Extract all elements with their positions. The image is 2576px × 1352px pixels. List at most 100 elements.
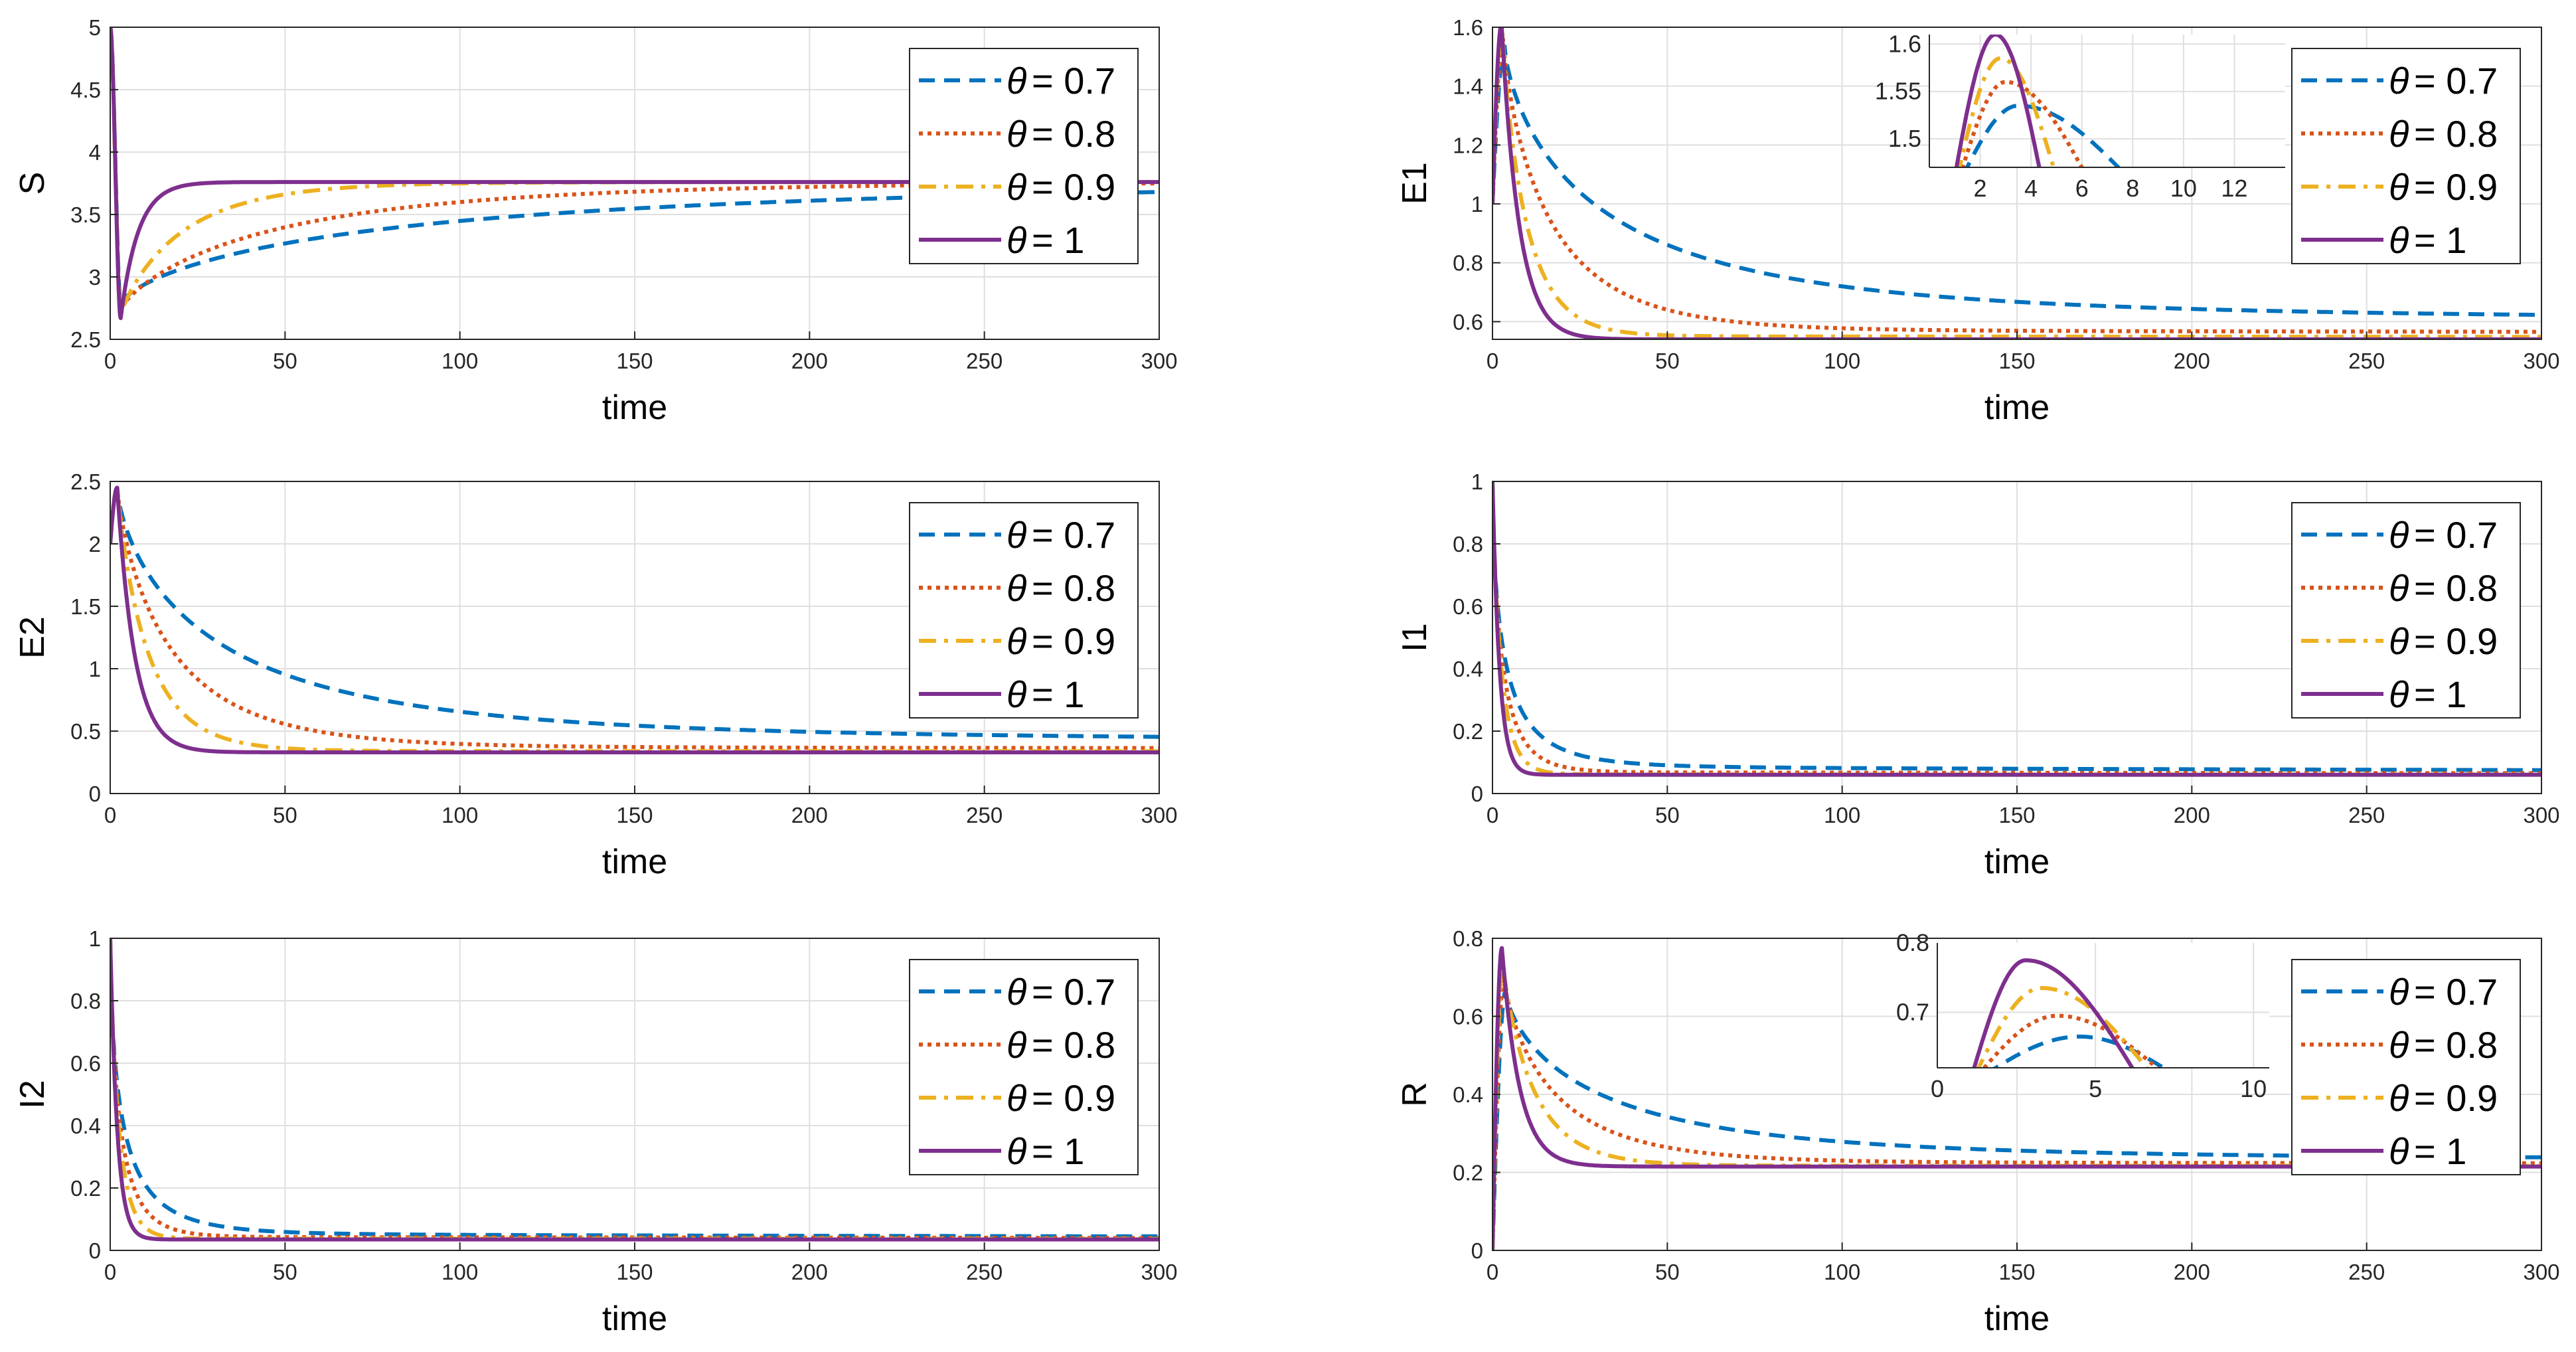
y-tick-label: 0.2 <box>1453 719 1483 744</box>
legend-symbol: θ <box>1006 60 1026 102</box>
legend-symbol: θ <box>2389 514 2409 556</box>
y-tick-label: 5 <box>89 15 101 40</box>
legend-label: = 0.8 <box>2414 567 2498 609</box>
inset-x-tick-label: 8 <box>2126 175 2139 202</box>
legend-label: = 0.9 <box>1032 620 1115 662</box>
x-tick-label: 250 <box>2348 1260 2385 1284</box>
legend-symbol: θ <box>2389 113 2409 155</box>
legend-label: = 1 <box>1032 1130 1084 1172</box>
x-tick-label: 0 <box>1487 803 1498 827</box>
inset-line-3 <box>1954 35 2042 167</box>
legend-box <box>909 502 1139 718</box>
legend-label: = 0.7 <box>2414 60 2498 102</box>
inset-line-0 <box>1992 1035 2168 1068</box>
x-tick-label: 150 <box>1998 803 2035 827</box>
series-line-3 <box>110 485 1159 754</box>
x-tick-label: 0 <box>1487 1260 1498 1284</box>
y-tick-label: 0 <box>89 782 101 806</box>
y-tick-label: 0.8 <box>70 989 101 1013</box>
legend-box <box>909 48 1139 264</box>
legend-label: = 1 <box>2414 673 2466 715</box>
legend-box <box>2291 48 2521 264</box>
legend-label: = 1 <box>2414 219 2466 261</box>
legend-label: = 0.9 <box>1032 1077 1115 1119</box>
x-tick-label: 0 <box>104 803 116 827</box>
x-tick-label: 150 <box>616 1260 653 1284</box>
inset-line-3 <box>1972 958 2135 1068</box>
x-tick-label: 200 <box>2174 349 2210 373</box>
x-tick-label: 200 <box>791 803 828 827</box>
inset: 0 5 10 0.7 0.8 <box>1896 929 2269 1102</box>
series-group <box>110 485 1159 754</box>
y-axis-title: I2 <box>13 1080 52 1108</box>
legend-symbol: θ <box>1006 1024 1026 1066</box>
legend: θ = 0.7θ = 0.8θ = 0.9θ = 1 <box>2291 959 2521 1175</box>
x-tick-label: 0 <box>104 349 116 373</box>
legend-symbol: θ <box>1006 113 1026 155</box>
y-tick-label: 0 <box>1471 1238 1483 1263</box>
x-tick-label: 250 <box>2348 349 2385 373</box>
legend-symbol: θ <box>2389 620 2409 662</box>
legend-label: = 0.8 <box>1032 1024 1115 1066</box>
legend-symbol: θ <box>2389 60 2409 102</box>
x-tick-label: 200 <box>791 1260 828 1284</box>
legend-box <box>2291 959 2521 1175</box>
y-tick-label: 0.8 <box>1453 251 1483 276</box>
legend-symbol: θ <box>1006 1130 1026 1172</box>
y-tick-label: 0.8 <box>1453 532 1483 556</box>
series-line-3 <box>1492 27 2541 339</box>
x-tick-label: 150 <box>1998 1260 2035 1284</box>
y-axis-title: R <box>1396 1082 1434 1107</box>
inset-line-1 <box>1981 1013 2160 1068</box>
y-tick-label: 0.4 <box>70 1114 101 1138</box>
x-tick-label: 250 <box>966 349 1003 373</box>
x-tick-label: 250 <box>966 803 1003 827</box>
y-axis-title: E1 <box>1396 162 1434 205</box>
x-tick-label: 300 <box>2523 1260 2559 1284</box>
y-tick-label: 0.5 <box>70 719 101 744</box>
legend-label: = 0.8 <box>1032 113 1115 155</box>
inset-y-tick-label: 1.55 <box>1875 78 1921 105</box>
x-tick-label: 200 <box>2174 1260 2210 1284</box>
series-line-0 <box>110 938 1159 1238</box>
y-tick-label: 2 <box>89 532 101 556</box>
x-tick-label: 0 <box>104 1260 116 1284</box>
x-tick-label: 100 <box>1824 1260 1860 1284</box>
y-tick-label: 4 <box>89 140 101 165</box>
y-tick-label: 1 <box>89 926 101 951</box>
inset-x-tick-label: 10 <box>2170 175 2197 202</box>
y-tick-label: 0.4 <box>1453 1082 1483 1107</box>
inset-line-2 <box>1976 985 2150 1068</box>
series-line-1 <box>1492 37 2541 334</box>
legend-symbol: θ <box>1006 514 1026 556</box>
x-tick-label: 300 <box>1141 1260 1177 1284</box>
legend-label: = 0.7 <box>2414 971 2498 1013</box>
x-tick-label: 50 <box>1655 349 1680 373</box>
x-tick-label: 250 <box>2348 803 2385 827</box>
x-tick-label: 300 <box>1141 803 1177 827</box>
series-line-1 <box>110 485 1159 750</box>
x-axis-title: time <box>602 1300 667 1338</box>
x-tick-label: 250 <box>966 1260 1003 1284</box>
legend-symbol: θ <box>2389 1024 2409 1066</box>
x-tick-label: 100 <box>1824 803 1860 827</box>
series-line-0 <box>1492 44 2541 317</box>
series-group <box>1492 27 2541 339</box>
y-tick-label: 1 <box>1471 469 1483 494</box>
y-axis-title: I1 <box>1396 623 1434 651</box>
y-tick-label: 0 <box>1471 782 1483 806</box>
x-tick-label: 300 <box>2523 803 2559 827</box>
legend-label: = 0.9 <box>1032 166 1115 208</box>
y-tick-label: 0.6 <box>1453 309 1483 334</box>
y-tick-label: 0.2 <box>1453 1161 1483 1185</box>
series-group <box>110 938 1159 1242</box>
x-axis-title: time <box>1984 843 2050 881</box>
legend-symbol: θ <box>2389 673 2409 715</box>
series-group <box>1492 481 2541 777</box>
legend-symbol: θ <box>2389 1130 2409 1172</box>
x-tick-label: 50 <box>1655 1260 1680 1284</box>
x-tick-label: 150 <box>616 349 653 373</box>
